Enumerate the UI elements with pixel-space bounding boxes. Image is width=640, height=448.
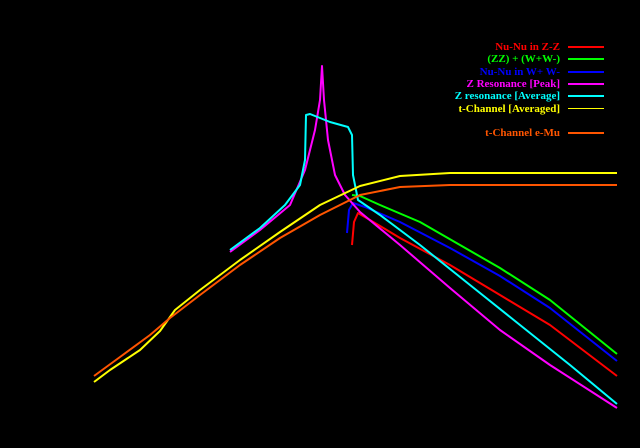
legend-label: t-Channel [Averaged]: [458, 102, 560, 115]
legend: Nu-Nu in Z-Z (ZZ) + (W+W-) Nu-Nu in W+ W…: [455, 41, 604, 139]
legend-swatch: [568, 83, 604, 86]
legend-entry-tchannel-emu: t-Channel e-Mu: [455, 127, 604, 139]
legend-swatch: [568, 108, 604, 110]
legend-swatch: [568, 70, 604, 73]
legend-swatch: [568, 95, 604, 98]
legend-entry-zz-ww: (ZZ) + (W+W-): [455, 53, 604, 65]
legend-entry-nunu-ww: Nu-Nu in W+ W-: [455, 66, 604, 78]
legend-label: Z Resonance [Peak]: [466, 78, 561, 91]
series-line-5: [93, 172, 617, 383]
legend-label: Nu-Nu in Z-Z: [495, 41, 560, 54]
series-line-4: [229, 113, 618, 405]
legend-entry-tchannel-avg: t-Channel [Averaged]: [455, 102, 604, 115]
legend-label: Nu-Nu in W+ W-: [479, 65, 560, 78]
legend-label: Z resonance [Average]: [454, 90, 560, 103]
series-line-0: [351, 212, 618, 377]
legend-label: t-Channel e-Mu: [485, 126, 560, 139]
series-line-1: [351, 194, 618, 355]
series-line-6: [93, 184, 617, 377]
legend-entry-z-peak: Z Resonance [Peak]: [455, 78, 604, 90]
legend-entry-z-average: Z resonance [Average]: [455, 90, 604, 102]
legend-swatch: [568, 58, 604, 61]
series-line-2: [346, 202, 618, 362]
legend-entry-nunu-zz: Nu-Nu in Z-Z: [455, 41, 604, 53]
legend-label: (ZZ) + (W+W-): [487, 53, 560, 66]
legend-swatch: [568, 131, 604, 134]
legend-swatch: [568, 46, 604, 49]
